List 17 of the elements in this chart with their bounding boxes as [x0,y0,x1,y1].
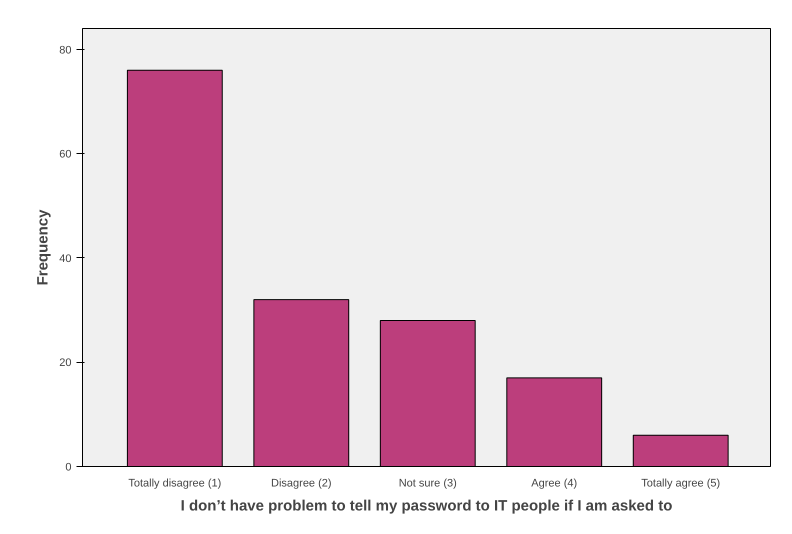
y-tick-label: 40 [59,252,72,265]
x-axis-title: I don’t have problem to tell my password to IT people if I am asked to [180,498,672,514]
x-tick-label: Totally agree (5) [641,478,720,490]
y-axis-title: Frequency [34,208,52,286]
x-tick-label: Totally disagree (1) [128,478,222,490]
y-tick-label: 20 [59,357,72,370]
y-tick-label: 0 [65,462,72,474]
y-tick-label: 60 [59,148,72,161]
bar [126,70,223,466]
x-tick-label: Disagree (2) [271,478,332,490]
bar [632,434,729,466]
bar [253,299,350,466]
y-tick-label: 80 [59,44,72,56]
bar [506,377,602,466]
x-tick-label: Agree (4) [531,478,578,490]
bar [380,320,476,466]
x-tick-label: Not sure (3) [398,478,457,490]
